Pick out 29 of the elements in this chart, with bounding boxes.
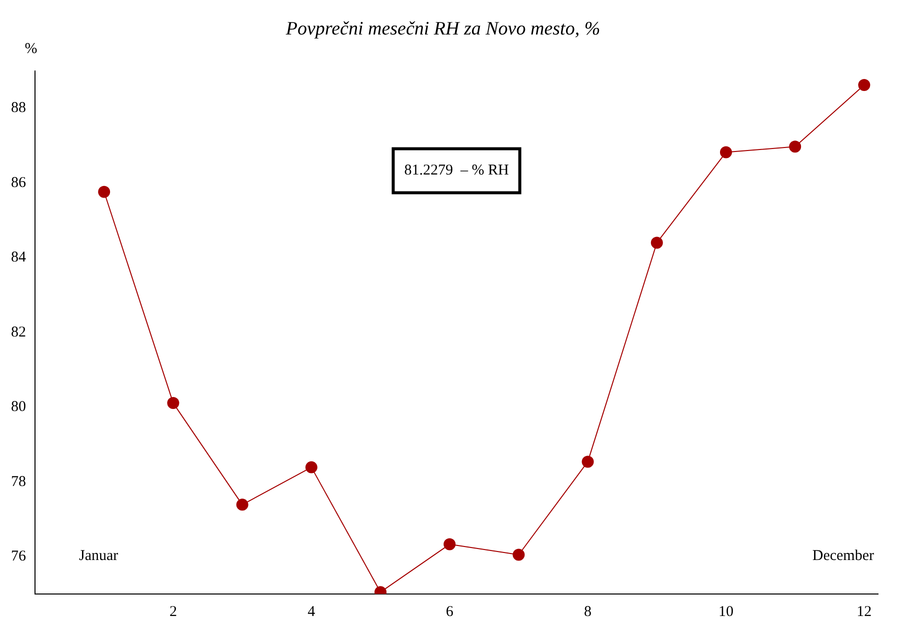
x-tick-label: 8 xyxy=(584,604,592,620)
x-tick-label: 12 xyxy=(856,604,872,620)
point xyxy=(650,236,663,249)
chart-title: Povprečni mesečni RH za Novo mesto, % xyxy=(284,18,600,40)
point xyxy=(720,146,732,158)
y-tick-label: 76 xyxy=(11,548,26,565)
point xyxy=(789,140,802,153)
point xyxy=(512,548,525,561)
x-tick-label: 4 xyxy=(308,604,316,620)
annotation: 81.2279 – % RH xyxy=(404,162,509,179)
point xyxy=(305,461,318,474)
annotation: Januar xyxy=(79,548,118,564)
annotation: December xyxy=(812,548,874,564)
point xyxy=(98,186,110,198)
point xyxy=(582,456,594,468)
x-tick-label: 10 xyxy=(718,604,734,620)
y-axis-title: % xyxy=(24,41,38,58)
point xyxy=(167,397,180,410)
y-tick-label: 78 xyxy=(11,474,26,490)
x-tick-label: 6 xyxy=(446,604,454,620)
y-tick-label: 82 xyxy=(11,324,26,340)
point xyxy=(444,538,456,550)
y-tick-label: 88 xyxy=(11,100,26,116)
point xyxy=(858,79,870,91)
point xyxy=(236,498,248,511)
y-tick-label: 84 xyxy=(11,250,26,266)
y-tick-label: 80 xyxy=(11,399,26,416)
y-tick-label: 86 xyxy=(11,174,26,191)
x-tick-label: 2 xyxy=(169,604,177,620)
